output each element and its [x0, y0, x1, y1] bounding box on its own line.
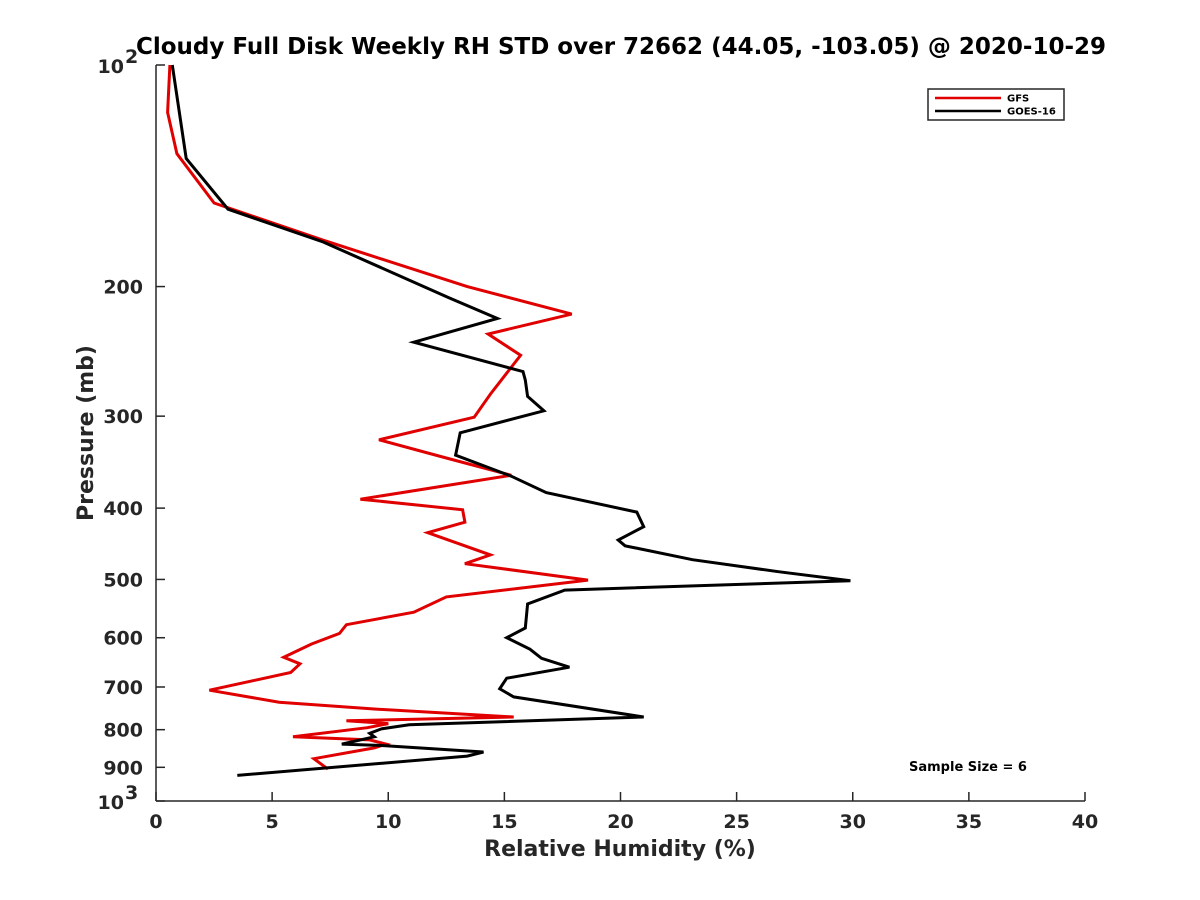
y-axis-title: Pressure (mb)	[74, 345, 99, 521]
x-axis-ticks: 0 5 10 15 20 25 30 35 40	[149, 792, 1098, 833]
x-tick-label: 20	[607, 811, 633, 833]
y-tick-label-base: 10	[98, 792, 124, 814]
series-layer	[166, 64, 851, 777]
series-line-gfs	[166, 64, 589, 771]
y-tick-label: 700	[103, 677, 143, 699]
y-tick-label-exponent: 3	[125, 782, 138, 804]
legend-label-gfs: GFS	[1007, 94, 1029, 105]
x-tick-label: 40	[1072, 811, 1098, 833]
x-tick-label: 30	[840, 811, 866, 833]
y-tick-label: 300	[103, 406, 143, 428]
legend-box	[927, 88, 1065, 121]
y-tick-label: 10 3	[98, 782, 139, 814]
y-tick-label: 800	[103, 720, 143, 742]
series-line-goes16	[170, 64, 851, 777]
y-tick-label: 200	[103, 277, 143, 299]
x-tick-label: 15	[491, 811, 517, 833]
x-tick-label: 0	[149, 811, 162, 833]
x-tick-label: 35	[956, 811, 982, 833]
y-tick-label: 10 2	[98, 46, 139, 78]
plot-background	[156, 65, 1085, 801]
y-tick-label-base: 10	[98, 56, 124, 78]
x-tick-label: 10	[375, 811, 401, 833]
legend: GFS GOES-16	[927, 88, 1065, 121]
y-tick-label: 600	[103, 628, 143, 650]
sample-size-annotation: Sample Size = 6	[909, 760, 1027, 775]
y-tick-label: 500	[103, 569, 143, 591]
y-tick-label: 400	[103, 498, 143, 520]
chart-title: Cloudy Full Disk Weekly RH STD over 7266…	[136, 34, 1106, 60]
legend-label-goes16: GOES-16	[1007, 107, 1056, 118]
x-tick-label: 5	[266, 811, 279, 833]
x-axis-title: Relative Humidity (%)	[484, 837, 756, 862]
plot-area	[156, 64, 1085, 801]
y-tick-label: 900	[103, 757, 143, 779]
x-tick-label: 25	[723, 811, 749, 833]
y-tick-label-exponent: 2	[125, 46, 138, 68]
